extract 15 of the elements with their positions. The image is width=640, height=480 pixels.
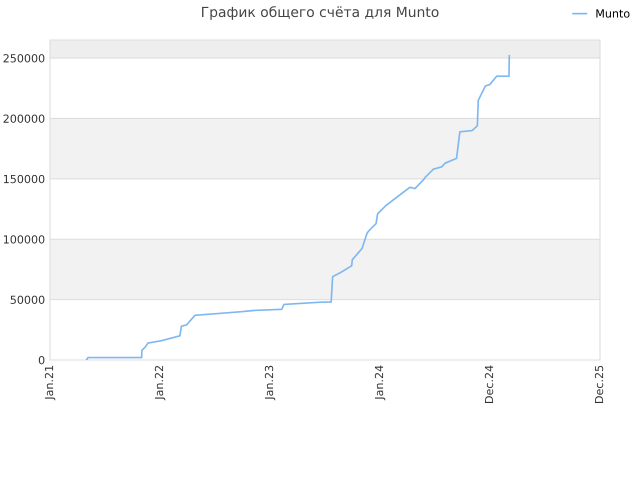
y-tick-label: 250000	[4, 54, 44, 62]
y-tick-label: 50000	[10, 296, 44, 304]
y-tick-label: 100000	[4, 235, 44, 244]
x-tick-label: Dec.24	[484, 365, 494, 403]
y-tick-label: 0	[38, 356, 44, 364]
x-tick-label: Dec.25	[594, 366, 604, 403]
x-tick-label: Jan.24	[374, 365, 386, 400]
legend-label: Munto	[596, 9, 630, 18]
y-tick-label: 200000	[4, 114, 44, 123]
x-tick-label: Jan.21	[44, 366, 56, 400]
x-tick-label: Jan.22	[154, 366, 166, 400]
line-series	[86, 54, 510, 360]
y-tick-label: 150000	[4, 174, 44, 184]
chart-title: График общего счёта для Munto	[202, 6, 439, 20]
x-tick-label: Jan.23	[264, 366, 276, 400]
